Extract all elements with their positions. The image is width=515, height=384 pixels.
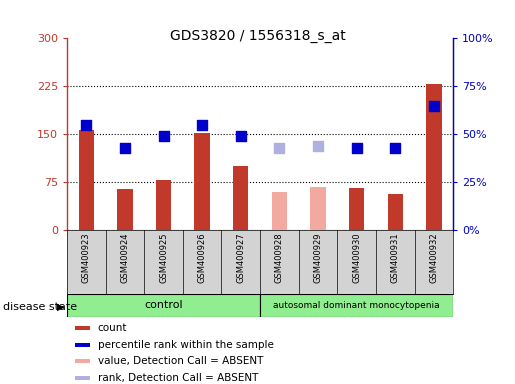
Bar xyxy=(75,343,90,347)
Bar xyxy=(78,130,94,230)
Bar xyxy=(426,84,442,230)
Point xyxy=(198,122,206,128)
Bar xyxy=(260,294,453,317)
Point xyxy=(275,145,283,151)
Text: GSM400931: GSM400931 xyxy=(391,232,400,283)
Text: GDS3820 / 1556318_s_at: GDS3820 / 1556318_s_at xyxy=(169,29,346,43)
Bar xyxy=(67,294,260,317)
Point xyxy=(121,145,129,151)
Text: count: count xyxy=(98,323,127,333)
Text: disease state: disease state xyxy=(3,302,77,312)
Bar xyxy=(75,326,90,330)
Text: GSM400928: GSM400928 xyxy=(275,232,284,283)
Text: GSM400926: GSM400926 xyxy=(198,232,207,283)
Bar xyxy=(349,187,364,230)
Point xyxy=(159,133,167,139)
Point xyxy=(391,145,400,151)
Point xyxy=(352,145,360,151)
Bar xyxy=(156,180,171,230)
Text: ▶: ▶ xyxy=(57,302,64,312)
Point xyxy=(430,103,438,109)
Point xyxy=(314,143,322,149)
Bar xyxy=(387,194,403,230)
Bar xyxy=(310,187,325,230)
Bar xyxy=(272,192,287,230)
Text: GSM400930: GSM400930 xyxy=(352,232,361,283)
Bar xyxy=(75,376,90,379)
Text: GSM400929: GSM400929 xyxy=(314,232,322,283)
Point xyxy=(82,122,91,128)
Text: GSM400925: GSM400925 xyxy=(159,232,168,283)
Text: GSM400924: GSM400924 xyxy=(121,232,129,283)
Text: control: control xyxy=(144,300,183,310)
Text: percentile rank within the sample: percentile rank within the sample xyxy=(98,340,274,350)
Bar xyxy=(194,133,210,230)
Bar xyxy=(117,189,133,230)
Text: value, Detection Call = ABSENT: value, Detection Call = ABSENT xyxy=(98,356,263,366)
Bar xyxy=(75,359,90,363)
Text: GSM400923: GSM400923 xyxy=(82,232,91,283)
Text: GSM400932: GSM400932 xyxy=(430,232,438,283)
Text: GSM400927: GSM400927 xyxy=(236,232,245,283)
Text: rank, Detection Call = ABSENT: rank, Detection Call = ABSENT xyxy=(98,372,258,383)
Point xyxy=(236,133,245,139)
Bar xyxy=(233,166,249,230)
Text: autosomal dominant monocytopenia: autosomal dominant monocytopenia xyxy=(273,301,440,310)
